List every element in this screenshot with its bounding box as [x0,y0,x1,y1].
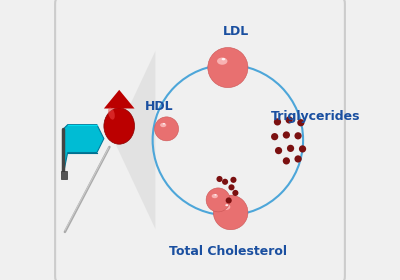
Circle shape [294,132,302,139]
Circle shape [283,131,290,139]
Ellipse shape [160,123,166,127]
Ellipse shape [108,108,115,120]
Circle shape [226,197,232,204]
Text: LDL: LDL [223,25,249,38]
Circle shape [283,157,290,165]
Polygon shape [61,171,67,179]
Polygon shape [104,90,134,109]
Ellipse shape [212,194,218,198]
Ellipse shape [222,58,225,60]
Ellipse shape [225,204,228,206]
Polygon shape [114,51,156,229]
Ellipse shape [104,108,134,144]
Circle shape [154,117,178,141]
Ellipse shape [217,57,228,65]
Circle shape [271,133,278,140]
Circle shape [294,155,302,163]
Circle shape [216,176,222,182]
Polygon shape [64,125,104,173]
Circle shape [206,188,230,212]
Circle shape [213,195,248,230]
Circle shape [297,119,304,126]
Circle shape [287,145,294,152]
Ellipse shape [214,194,216,196]
Circle shape [275,147,282,154]
Ellipse shape [163,123,165,125]
Circle shape [208,48,248,88]
Circle shape [232,190,238,196]
Circle shape [228,184,234,190]
Ellipse shape [221,204,230,210]
Circle shape [274,118,281,125]
Circle shape [286,116,293,123]
Circle shape [299,145,306,153]
Text: Total Cholesterol: Total Cholesterol [169,245,287,258]
Text: HDL: HDL [145,100,174,113]
Text: Triglycerides: Triglycerides [271,110,360,123]
Circle shape [230,177,236,183]
Circle shape [222,179,228,185]
